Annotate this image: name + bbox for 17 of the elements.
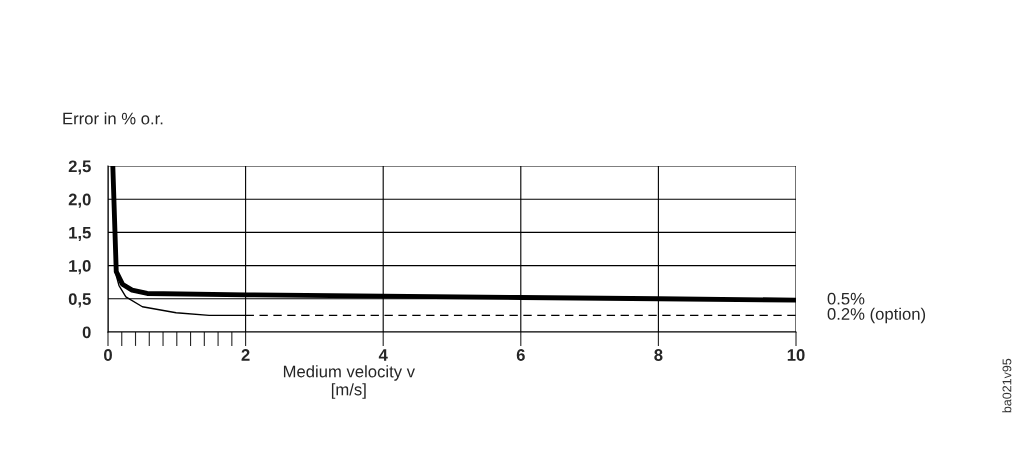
x-tick-label: 10 (787, 349, 805, 361)
y-tick-label: 1,5 (69, 226, 91, 242)
y-tick-label: 0 (82, 326, 91, 339)
x-tick-label: 0 (104, 349, 112, 361)
y-tick-label: 2,0 (68, 193, 91, 208)
y-tick-label: 2,5 (68, 160, 91, 175)
series-label: 0.2% (option) (827, 307, 926, 324)
text: ba021v95 (1002, 358, 1012, 413)
x-tick-label: 6 (516, 349, 525, 361)
x-axis-title: Medium velocity v [m/s] (283, 365, 415, 399)
y-axis-title: Error in % o.r. (63, 112, 163, 125)
y-tick-label: 1,0 (69, 260, 91, 275)
series-label: 0.5% (827, 292, 865, 305)
y-tick-label: 0,5 (68, 293, 91, 308)
x-tick-label: 4 (378, 349, 388, 361)
x-tick-label: 2 (241, 349, 250, 361)
x-tick-label: 8 (654, 349, 663, 361)
